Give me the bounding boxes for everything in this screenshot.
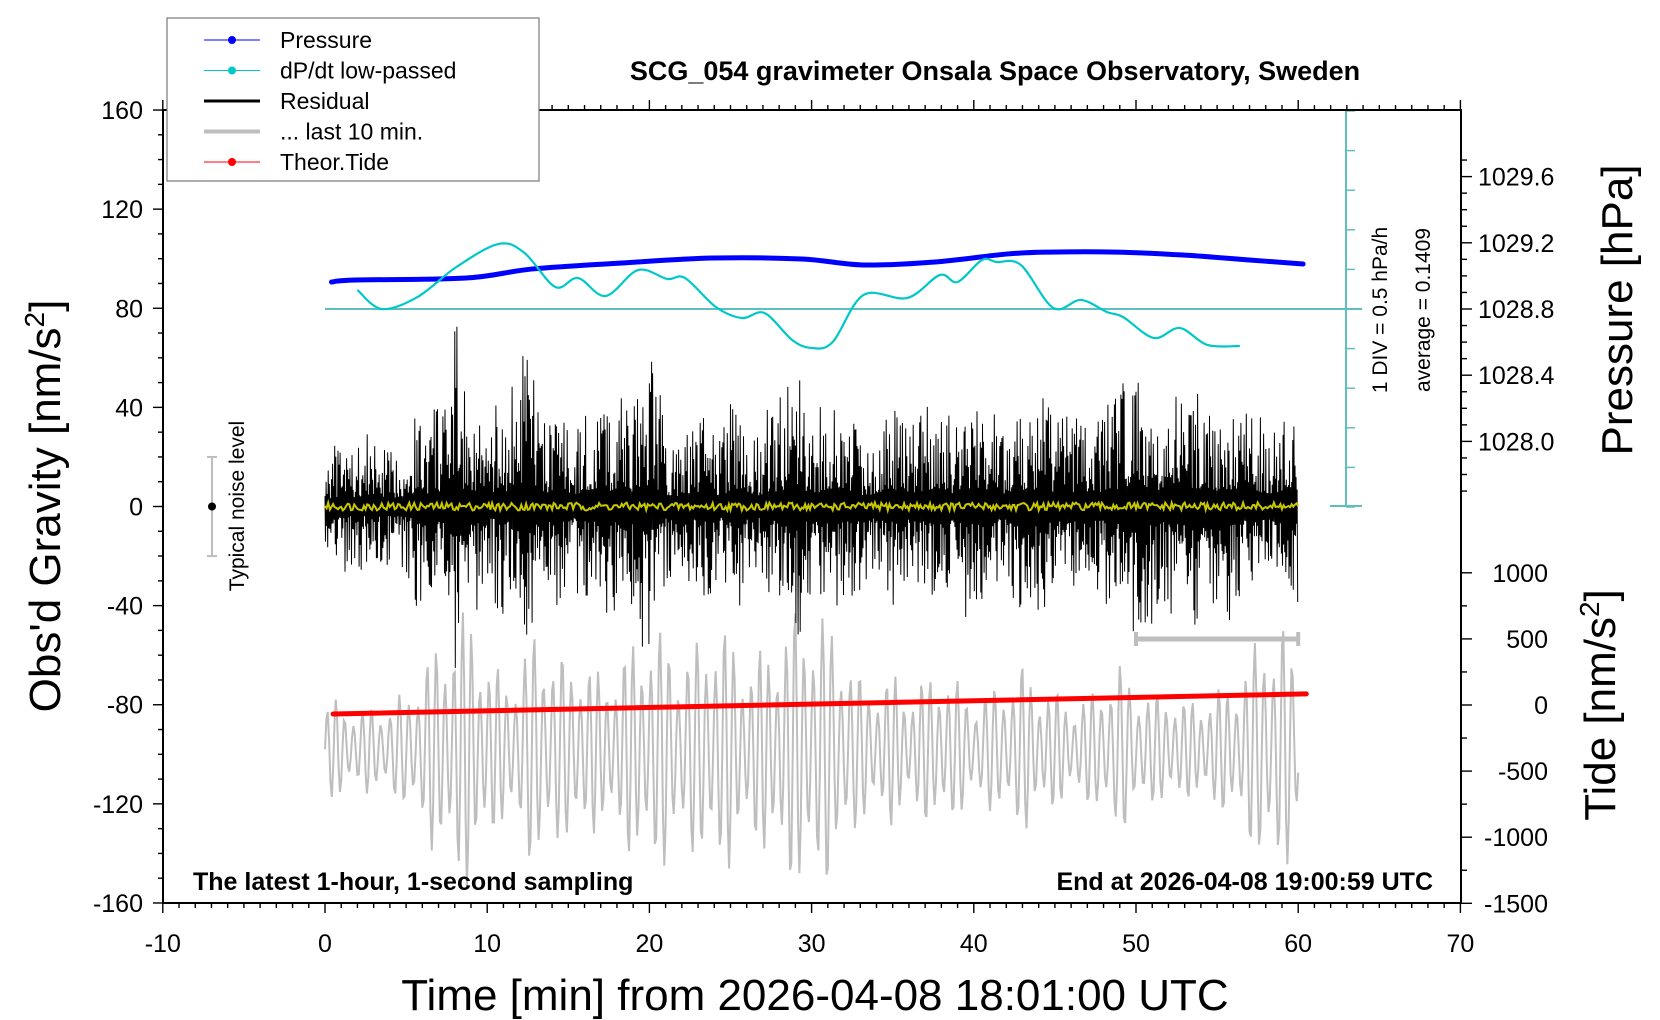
y-axis-label-gravity: Obs'd Gravity [nm/s2]	[19, 300, 70, 713]
noise-level-label: Typical noise level	[226, 421, 249, 591]
legend-label: dP/dt low-passed	[280, 58, 456, 84]
tide-line	[330, 691, 1309, 717]
annotation-left: The latest 1-hour, 1-second sampling	[193, 868, 633, 896]
y-tick-label-gravity: 120	[101, 196, 143, 224]
y-tick-label-tide: -1500	[1484, 890, 1548, 918]
y-tick-label-pressure: 1028.8	[1478, 296, 1554, 324]
y-label-gravity-sup: 2	[19, 312, 50, 328]
y-label-gravity-text: Obs'd Gravity [nm/s	[21, 327, 70, 712]
legend-label: Theor.Tide	[280, 149, 389, 175]
legend-label: ... last 10 min.	[280, 119, 423, 145]
legend-swatch-dot	[228, 66, 236, 75]
pressure-line	[328, 249, 1306, 285]
legend: Pressure dP/dt low-passed Residual ... last…	[166, 17, 540, 182]
x-tick-label: 50	[1122, 930, 1150, 958]
x-tick-label: 20	[635, 930, 663, 958]
annotation-right: End at 2026-04-08 19:00:59 UTC	[1056, 868, 1433, 896]
legend-swatch-dot	[228, 158, 236, 166]
last-10-min-line	[324, 612, 1300, 888]
y-tick-label-gravity: -80	[107, 692, 143, 720]
y-axis-label-pressure: Pressure [hPa]	[1593, 164, 1642, 455]
y-tick-label-pressure: 1028.0	[1478, 428, 1554, 456]
chart-axes: -10 0 10 20 30 40 50 60 70 160 120 80 40 0 -40 -80 -120 -…	[93, 97, 1555, 958]
x-tick-label: -10	[145, 930, 181, 958]
residual-lowpass-line	[324, 498, 1300, 515]
x-axis-label: Time [min] from 2026-04-08 18:01:00 UTC	[401, 971, 1228, 1020]
x-tick-label: 0	[318, 930, 332, 958]
y-label-tide-sup: 2	[1574, 601, 1605, 617]
y-tick-label-tide: 1000	[1492, 560, 1548, 588]
x-tick-label: 30	[798, 930, 826, 958]
y-tick-label-tide: -1000	[1484, 824, 1548, 852]
legend-swatch-dot	[228, 36, 236, 44]
y-tick-label-gravity: 0	[129, 494, 143, 522]
plot-frame	[162, 109, 1462, 904]
legend-label: Residual	[280, 88, 370, 114]
x-tick-label: 70	[1446, 930, 1474, 958]
legend-label: Pressure	[280, 27, 372, 53]
x-tick-label: 40	[960, 930, 988, 958]
y-tick-label-pressure: 1029.6	[1478, 164, 1554, 192]
y-tick-label-gravity: -40	[107, 593, 143, 621]
y-tick-label-gravity: 160	[101, 97, 143, 125]
y-tick-label-tide: 500	[1506, 626, 1548, 654]
y-tick-label-tide: -500	[1498, 758, 1548, 786]
y-tick-label-gravity: 80	[115, 295, 143, 323]
y-label-tide-end: ]	[1576, 589, 1625, 601]
y-axis-label-tide: Tide [nm/s2]	[1574, 589, 1625, 821]
y-label-gravity-end: ]	[21, 300, 70, 312]
noise-level-dot	[208, 502, 216, 511]
y-tick-label-gravity: -160	[93, 890, 143, 918]
x-tick-label: 60	[1284, 930, 1312, 958]
y-label-tide-text: Tide [nm/s	[1576, 617, 1625, 821]
chart-marks	[207, 109, 1362, 888]
dpdt-average-label: average = 0.1409	[1412, 228, 1435, 392]
y-tick-label-tide: 0	[1534, 692, 1548, 720]
chart-title: SCG_054 gravimeter Onsala Space Observat…	[630, 56, 1360, 86]
residual-line	[324, 326, 1299, 668]
dpdt-line	[356, 242, 1240, 350]
y-tick-label-gravity: -120	[93, 791, 143, 819]
y-tick-label-pressure: 1028.4	[1478, 362, 1555, 390]
x-tick-label: 10	[473, 930, 501, 958]
y-tick-label-gravity: 40	[115, 394, 143, 422]
dpdt-div-label: 1 DIV = 0.5 hPa/h	[1369, 227, 1392, 393]
y-tick-label-pressure: 1029.2	[1478, 230, 1554, 258]
